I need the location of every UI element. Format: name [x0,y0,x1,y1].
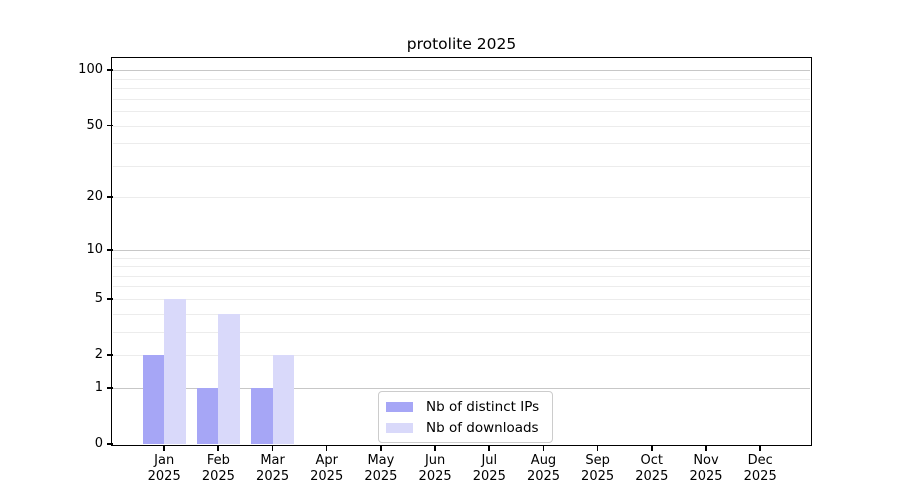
x-tick-year: 2025 [418,468,452,484]
y-tick-mark [107,386,113,389]
x-tick-year: 2025 [581,468,615,484]
legend-swatch-downloads [386,422,413,433]
major-gridline [113,249,810,251]
x-tick-month: Oct [640,453,664,468]
x-tick-year: 2025 [526,468,561,484]
x-tick-year: 2025 [147,468,181,484]
x-tick-month: Jun [424,453,446,468]
y-tick-mark [107,443,113,445]
bar-downloads-jan [164,298,186,444]
y-tick-label: 50 [86,117,103,133]
x-tick-label: May 2025 [349,453,413,484]
x-tick-mark [650,446,653,451]
y-tick-label: 0 [94,436,103,451]
bar-downloads-feb [218,313,241,444]
y-tick-label: 10 [86,241,103,257]
y-tick-mark [107,196,113,199]
y-tick-label: 100 [78,62,103,78]
x-tick-label: Mar 2025 [241,453,305,484]
y-tick-mark [107,297,113,300]
major-gridline [113,70,810,72]
minor-gridline [113,275,810,277]
x-tick-label: Dec 2025 [728,453,792,484]
x-tick-year: 2025 [689,468,723,484]
x-tick-mark [163,446,165,451]
y-tick-label: 5 [94,290,103,306]
x-tick-label: Nov 2025 [674,453,738,484]
minor-gridline [113,78,810,80]
minor-gridline [113,286,810,288]
x-tick-mark [217,446,220,451]
x-tick-month: Sep [585,453,610,468]
bar-distinct-ips-mar [250,387,273,444]
minor-gridline [113,313,810,315]
x-tick-mark [434,446,436,451]
bar-distinct-ips-jan [142,355,165,444]
y-tick-mark [107,69,113,71]
legend-swatch-distinct-ips [386,401,413,412]
x-tick-label: Apr 2025 [295,453,359,484]
x-tick-mark [271,446,274,451]
x-tick-mark [759,446,761,451]
x-tick-year: 2025 [201,468,235,484]
x-tick-label: Sep 2025 [566,453,630,484]
minor-gridline [113,197,810,199]
minor-gridline [113,298,810,300]
x-tick-month: Dec [747,453,773,468]
x-tick-label: Jan 2025 [132,453,196,484]
minor-gridline [113,111,810,112]
x-tick-label: Oct 2025 [620,453,684,484]
x-tick-year: 2025 [364,468,398,484]
major-gridline [113,387,810,389]
x-tick-label: Jun 2025 [403,453,467,484]
x-tick-mark [705,446,707,451]
x-tick-month: Feb [206,453,230,468]
y-tick-mark [107,124,113,127]
legend-label-downloads: Nb of downloads [426,419,539,436]
legend-entry-downloads: Nb of downloads [386,418,539,437]
bar-distinct-ips-feb [196,387,219,444]
x-tick-year: 2025 [635,468,669,484]
minor-gridline [113,331,810,333]
y-tick-label: 2 [94,347,103,362]
plot-area [113,59,810,444]
x-tick-mark [542,446,545,451]
x-tick-mark [488,446,491,451]
x-tick-mark [379,446,382,451]
x-tick-month: Nov [693,453,719,468]
x-tick-label: Jul 2025 [457,453,521,484]
x-tick-month: Mar [260,453,285,468]
minor-gridline [113,88,810,89]
legend: Nb of distinct IPs Nb of downloads [378,391,554,443]
y-tick-mark [107,248,113,251]
minor-gridline [113,257,810,259]
x-tick-mark [596,446,599,451]
legend-entry-distinct-ips: Nb of distinct IPs [386,397,539,416]
minor-gridline [113,266,810,267]
chart-title: protolite 2025 [406,35,517,53]
minor-gridline [113,143,810,145]
y-tick-label: 1 [94,379,103,395]
legend-label-distinct-ips: Nb of distinct IPs [426,398,540,415]
x-tick-label: Feb 2025 [186,453,250,484]
x-tick-year: 2025 [256,468,290,484]
x-tick-label: Aug 2025 [512,453,576,484]
bar-downloads-mar [272,355,295,444]
minor-gridline [113,98,810,100]
minor-gridline [113,125,810,127]
x-tick-year: 2025 [743,468,777,484]
x-tick-month: Aug [530,453,557,468]
x-tick-month: Jan [154,453,175,468]
x-tick-year: 2025 [472,468,506,484]
x-tick-mark [325,446,328,451]
y-tick-mark [107,354,113,356]
x-tick-year: 2025 [310,468,344,484]
x-tick-month: Apr [315,453,338,468]
minor-gridline [113,165,810,167]
y-tick-label: 20 [86,189,103,205]
x-tick-month: Jul [481,453,498,468]
x-tick-month: May [367,453,395,468]
minor-gridline [113,355,810,356]
